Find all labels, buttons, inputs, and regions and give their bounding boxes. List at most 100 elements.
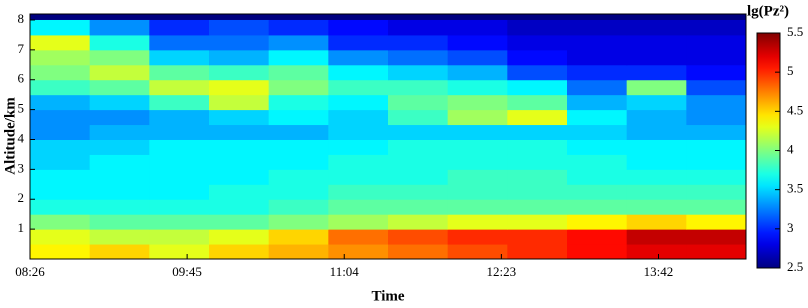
heat-cell [30,199,91,215]
heat-cell [268,49,329,66]
heat-cell [209,199,270,215]
heat-cell [209,229,270,245]
heat-cell [447,154,508,170]
heat-cell [89,124,150,140]
heat-cell [567,19,628,36]
heat-cell [507,229,568,245]
heat-cell [30,64,91,81]
heat-cell [328,214,389,230]
heat-cell [388,139,449,155]
heat-cell [626,139,687,155]
heat-cell [209,154,270,170]
heat-cell [507,139,568,155]
heat-cell [209,94,270,111]
heat-cell [149,229,210,245]
heat-cell [209,19,270,36]
heat-cell [447,214,508,230]
heat-cell [507,19,568,36]
heat-cell [686,124,747,140]
heat-cell [89,154,150,170]
heat-cell [328,94,389,111]
heat-cell [686,94,747,111]
heat-cell [567,79,628,96]
heat-cell [686,169,747,185]
heat-cell [30,94,91,111]
heat-cell [149,34,210,51]
heat-cell [686,34,747,51]
heat-cell [89,109,150,126]
heat-cell [626,244,687,260]
heat-cell [30,154,91,170]
heat-cell [507,199,568,215]
heat-cell [328,109,389,126]
heat-cell [149,19,210,36]
heat-cell [30,19,91,36]
heat-cell [30,34,91,51]
heat-cell [567,124,628,140]
heat-cell [388,64,449,81]
heat-cell [388,79,449,96]
x-tick-label: 11:04 [330,264,360,279]
heat-cell [626,109,687,126]
heat-cell [507,109,568,126]
heat-cell [447,49,508,66]
heat-cell [328,184,389,200]
heat-cell [30,139,91,155]
heat-cell [626,19,687,36]
x-tick-label: 13:42 [644,264,674,279]
heat-cell [328,49,389,66]
heat-cell [447,64,508,81]
heat-cell [30,79,91,96]
heat-cell [447,229,508,245]
heat-cell [89,229,150,245]
heat-cell [30,169,91,185]
heat-cell [149,154,210,170]
heat-cell [388,94,449,111]
heat-cell [686,214,747,230]
heat-cell [388,199,449,215]
heat-cell [328,34,389,51]
heat-cell [686,184,747,200]
heat-cell [447,244,508,260]
heat-cell [268,244,329,260]
colorbar-tick-label: 5 [787,63,794,78]
heat-cell [567,109,628,126]
heat-cell [447,169,508,185]
heat-cell [507,34,568,51]
heat-cell [686,154,747,170]
heat-cell [388,34,449,51]
heat-cell [30,229,91,245]
heat-cell [507,79,568,96]
heat-cell [268,169,329,185]
heat-cell [567,94,628,111]
heat-cell [626,184,687,200]
y-tick-label: 4 [18,130,25,145]
heat-cell [89,214,150,230]
y-tick-label: 7 [18,41,25,56]
heat-cell [567,244,628,260]
heat-cell [209,49,270,66]
heat-cell [626,79,687,96]
heat-cell [328,19,389,36]
heat-cell [447,199,508,215]
heat-cell [388,154,449,170]
heat-cell [30,109,91,126]
heat-cell [686,49,747,66]
heat-cell [30,49,91,66]
heat-cell [507,154,568,170]
colorbar-tick-label: 2.5 [787,259,803,274]
heat-cell [626,124,687,140]
heat-cell [268,184,329,200]
heat-cell [209,169,270,185]
heat-cell [567,64,628,81]
heat-cell [149,94,210,111]
heat-cell [626,169,687,185]
heat-cell [149,184,210,200]
heat-cell [268,94,329,111]
heat-cell [328,169,389,185]
heat-cell [149,244,210,260]
heat-cell [209,79,270,96]
heat-cell [447,34,508,51]
heat-cell [388,244,449,260]
